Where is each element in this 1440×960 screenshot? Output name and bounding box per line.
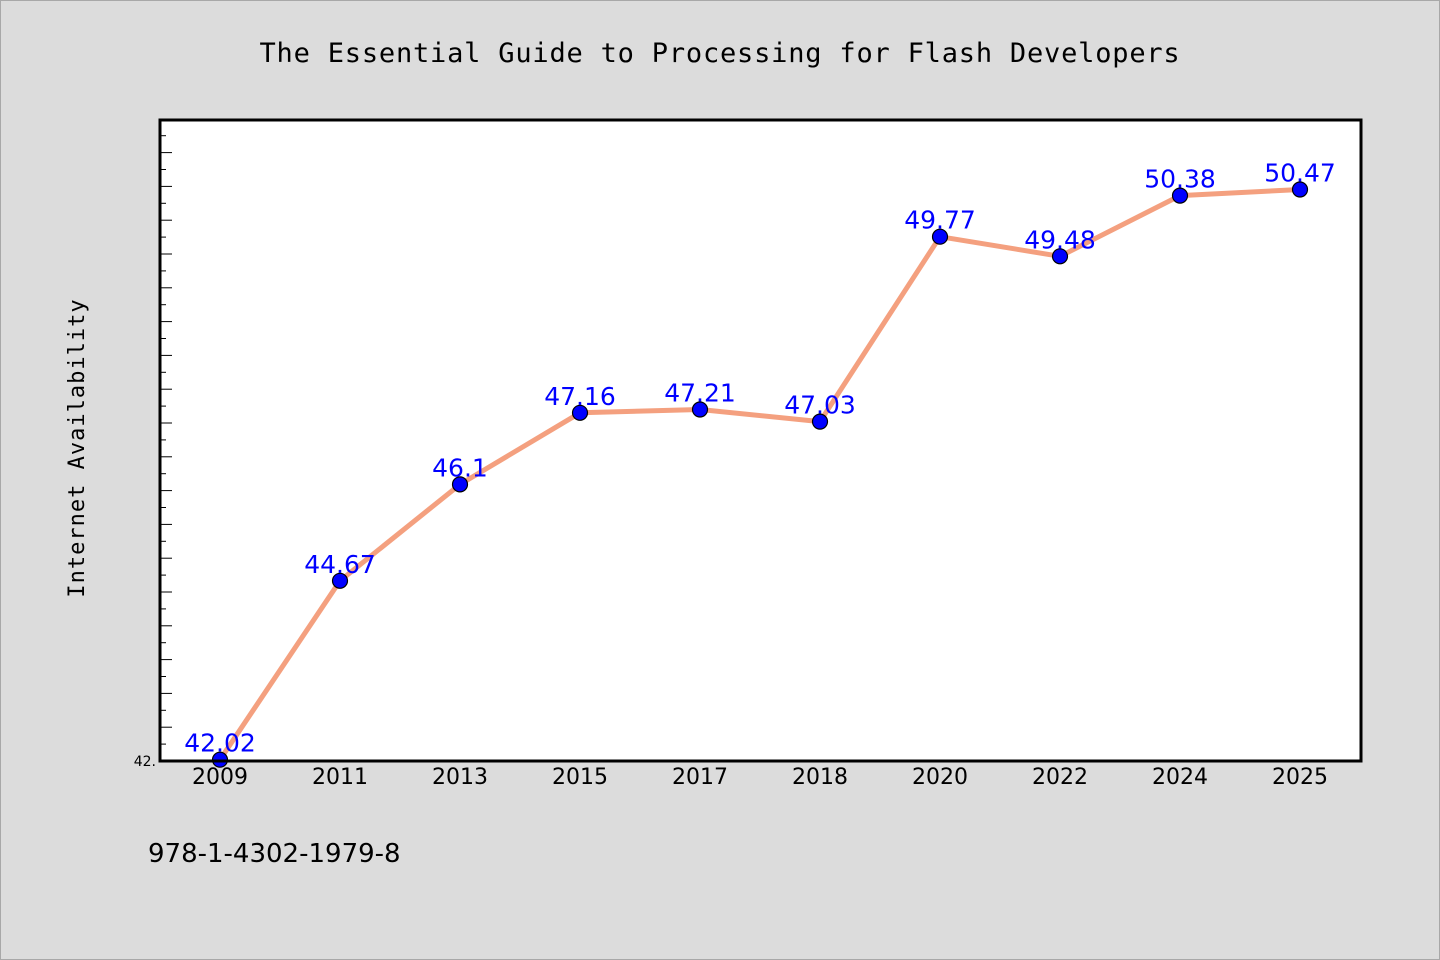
- data-point: [811, 413, 829, 430]
- data-labels: 42.02 44.67 46.1 47.16 47.21 47.03 49.77 49.48 5…: [184, 159, 1336, 758]
- data-label: 47.16: [544, 382, 616, 411]
- series-line-group: [217, 187, 1303, 763]
- data-label: 49.48: [1024, 225, 1096, 254]
- data-label: 42.02: [184, 729, 256, 758]
- data-label: 50.38: [1144, 165, 1216, 194]
- x-tick-label: 2024: [1152, 765, 1208, 790]
- data-label: 46.1: [432, 453, 488, 482]
- x-axis-tick-labels: 2009 2011 2013 2015 2017 2018 2020 2022 2024 2025: [192, 765, 1328, 790]
- x-tick-label: 2018: [792, 765, 848, 790]
- data-point: [691, 401, 709, 418]
- data-label: 44.67: [304, 550, 376, 579]
- x-tick-label: 2020: [912, 765, 968, 790]
- data-label: 47.03: [784, 391, 856, 420]
- chart-title: The Essential Guide to Processing for Fl…: [260, 38, 1181, 69]
- data-point: [1051, 248, 1069, 265]
- series-line: [217, 187, 1303, 763]
- x-tick-label: 2013: [432, 765, 488, 790]
- data-points: [211, 181, 1309, 768]
- x-tick-label: 2025: [1272, 765, 1328, 790]
- data-point: [451, 476, 469, 493]
- data-point: [1171, 187, 1189, 204]
- data-label: 47.21: [664, 379, 736, 408]
- plot-area: [160, 120, 1361, 761]
- y-tick-label: 42.: [134, 754, 156, 770]
- x-tick-label: 2009: [192, 765, 248, 790]
- footnote-isbn: 978-1-4302-1979-8: [148, 839, 401, 869]
- x-tick-label: 2017: [672, 765, 728, 790]
- x-tick-label: 2011: [312, 765, 368, 790]
- x-tick-label: 2022: [1032, 765, 1088, 790]
- data-point: [571, 404, 589, 421]
- x-tick-label: 2015: [552, 765, 608, 790]
- y-axis-label: Internet Availability: [65, 298, 90, 597]
- data-point: [1291, 181, 1309, 198]
- data-point: [931, 228, 949, 245]
- data-point: [331, 572, 349, 589]
- plot-border: [158, 118, 1363, 763]
- data-label: 49.77: [904, 206, 976, 235]
- data-label: 50.47: [1264, 159, 1336, 188]
